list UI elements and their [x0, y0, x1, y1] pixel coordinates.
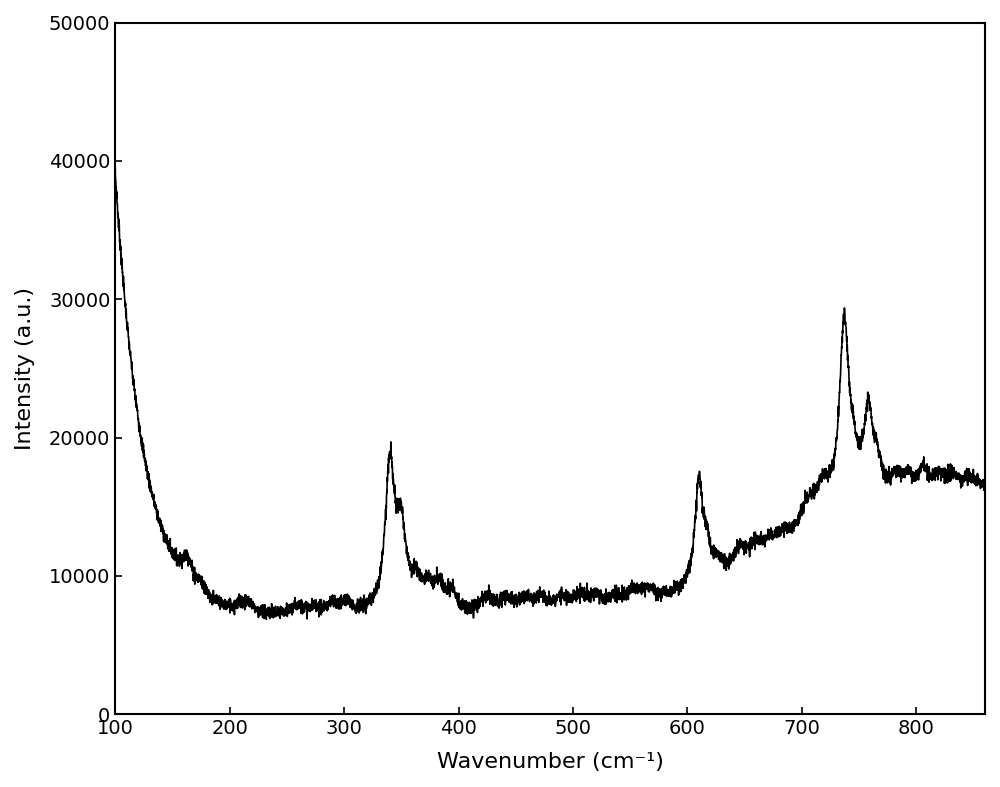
- X-axis label: Wavenumber (cm⁻¹): Wavenumber (cm⁻¹): [437, 752, 664, 772]
- Y-axis label: Intensity (a.u.): Intensity (a.u.): [15, 287, 35, 450]
